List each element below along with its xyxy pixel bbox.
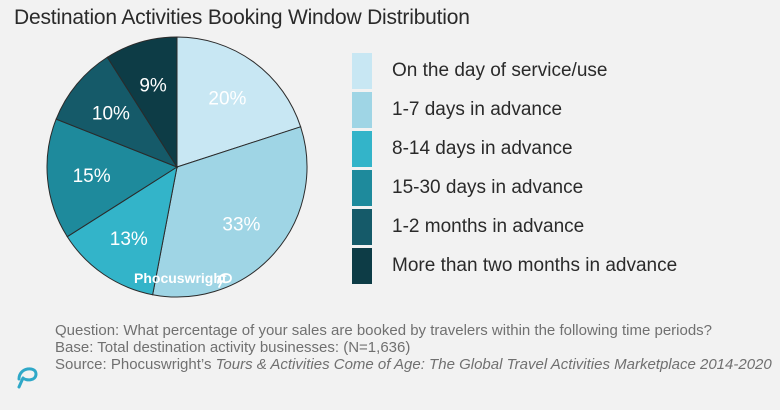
slice-label: 10% bbox=[92, 103, 130, 124]
pie-slice bbox=[46, 118, 179, 238]
footer-question: Question: What percentage of your sales … bbox=[55, 322, 713, 339]
footer-base: Base: Total destination activity busines… bbox=[55, 339, 411, 356]
legend-swatch bbox=[352, 170, 372, 206]
legend-label: More than two months in advance bbox=[392, 255, 678, 276]
legend-label: 1-7 days in advance bbox=[392, 99, 563, 120]
legend-item: More than two months in advance bbox=[352, 248, 772, 284]
legend-item: 1-2 months in advance bbox=[352, 209, 772, 245]
legend-item: 8-14 days in advance bbox=[352, 131, 772, 167]
legend-label: 15-30 days in advance bbox=[392, 177, 584, 198]
slice-label: 15% bbox=[73, 166, 111, 187]
watermark-text: Phocuswright bbox=[134, 270, 227, 286]
slice-label: 33% bbox=[222, 215, 260, 236]
pie-slice bbox=[176, 36, 302, 168]
phocuswright-logo-icon bbox=[17, 367, 38, 389]
legend-label: 8-14 days in advance bbox=[392, 138, 573, 159]
legend-item: 15-30 days in advance bbox=[352, 170, 772, 206]
pie-slice bbox=[106, 36, 178, 169]
legend-label: On the day of service/use bbox=[392, 60, 608, 81]
chart-title: Destination Activities Booking Window Di… bbox=[14, 6, 470, 29]
footer-source-title: Tours & Activities Come of Age: The Glob… bbox=[215, 356, 772, 373]
legend-item: 1-7 days in advance bbox=[352, 92, 772, 128]
chart-footer: Question: What percentage of your sales … bbox=[55, 322, 773, 373]
footer-source: Source: Phocuswright’s Tours & Activitie… bbox=[55, 356, 773, 373]
legend-swatch bbox=[352, 92, 372, 128]
legend-swatch bbox=[352, 53, 372, 89]
pie-slice bbox=[66, 165, 178, 296]
legend-swatch bbox=[352, 248, 372, 284]
footer-source-prefix: Source: Phocuswright’s bbox=[55, 356, 216, 373]
legend-label: 1-2 months in advance bbox=[392, 216, 585, 237]
pie-slice bbox=[55, 56, 179, 169]
legend-swatch bbox=[352, 209, 372, 245]
slice-label: 20% bbox=[208, 89, 246, 110]
slice-label: 13% bbox=[110, 229, 148, 250]
legend-swatch bbox=[352, 131, 372, 167]
slice-label: 9% bbox=[139, 76, 167, 97]
watermark-logo-icon bbox=[217, 273, 232, 288]
legend-item: On the day of service/use bbox=[352, 53, 772, 89]
pie-slice bbox=[152, 126, 308, 298]
